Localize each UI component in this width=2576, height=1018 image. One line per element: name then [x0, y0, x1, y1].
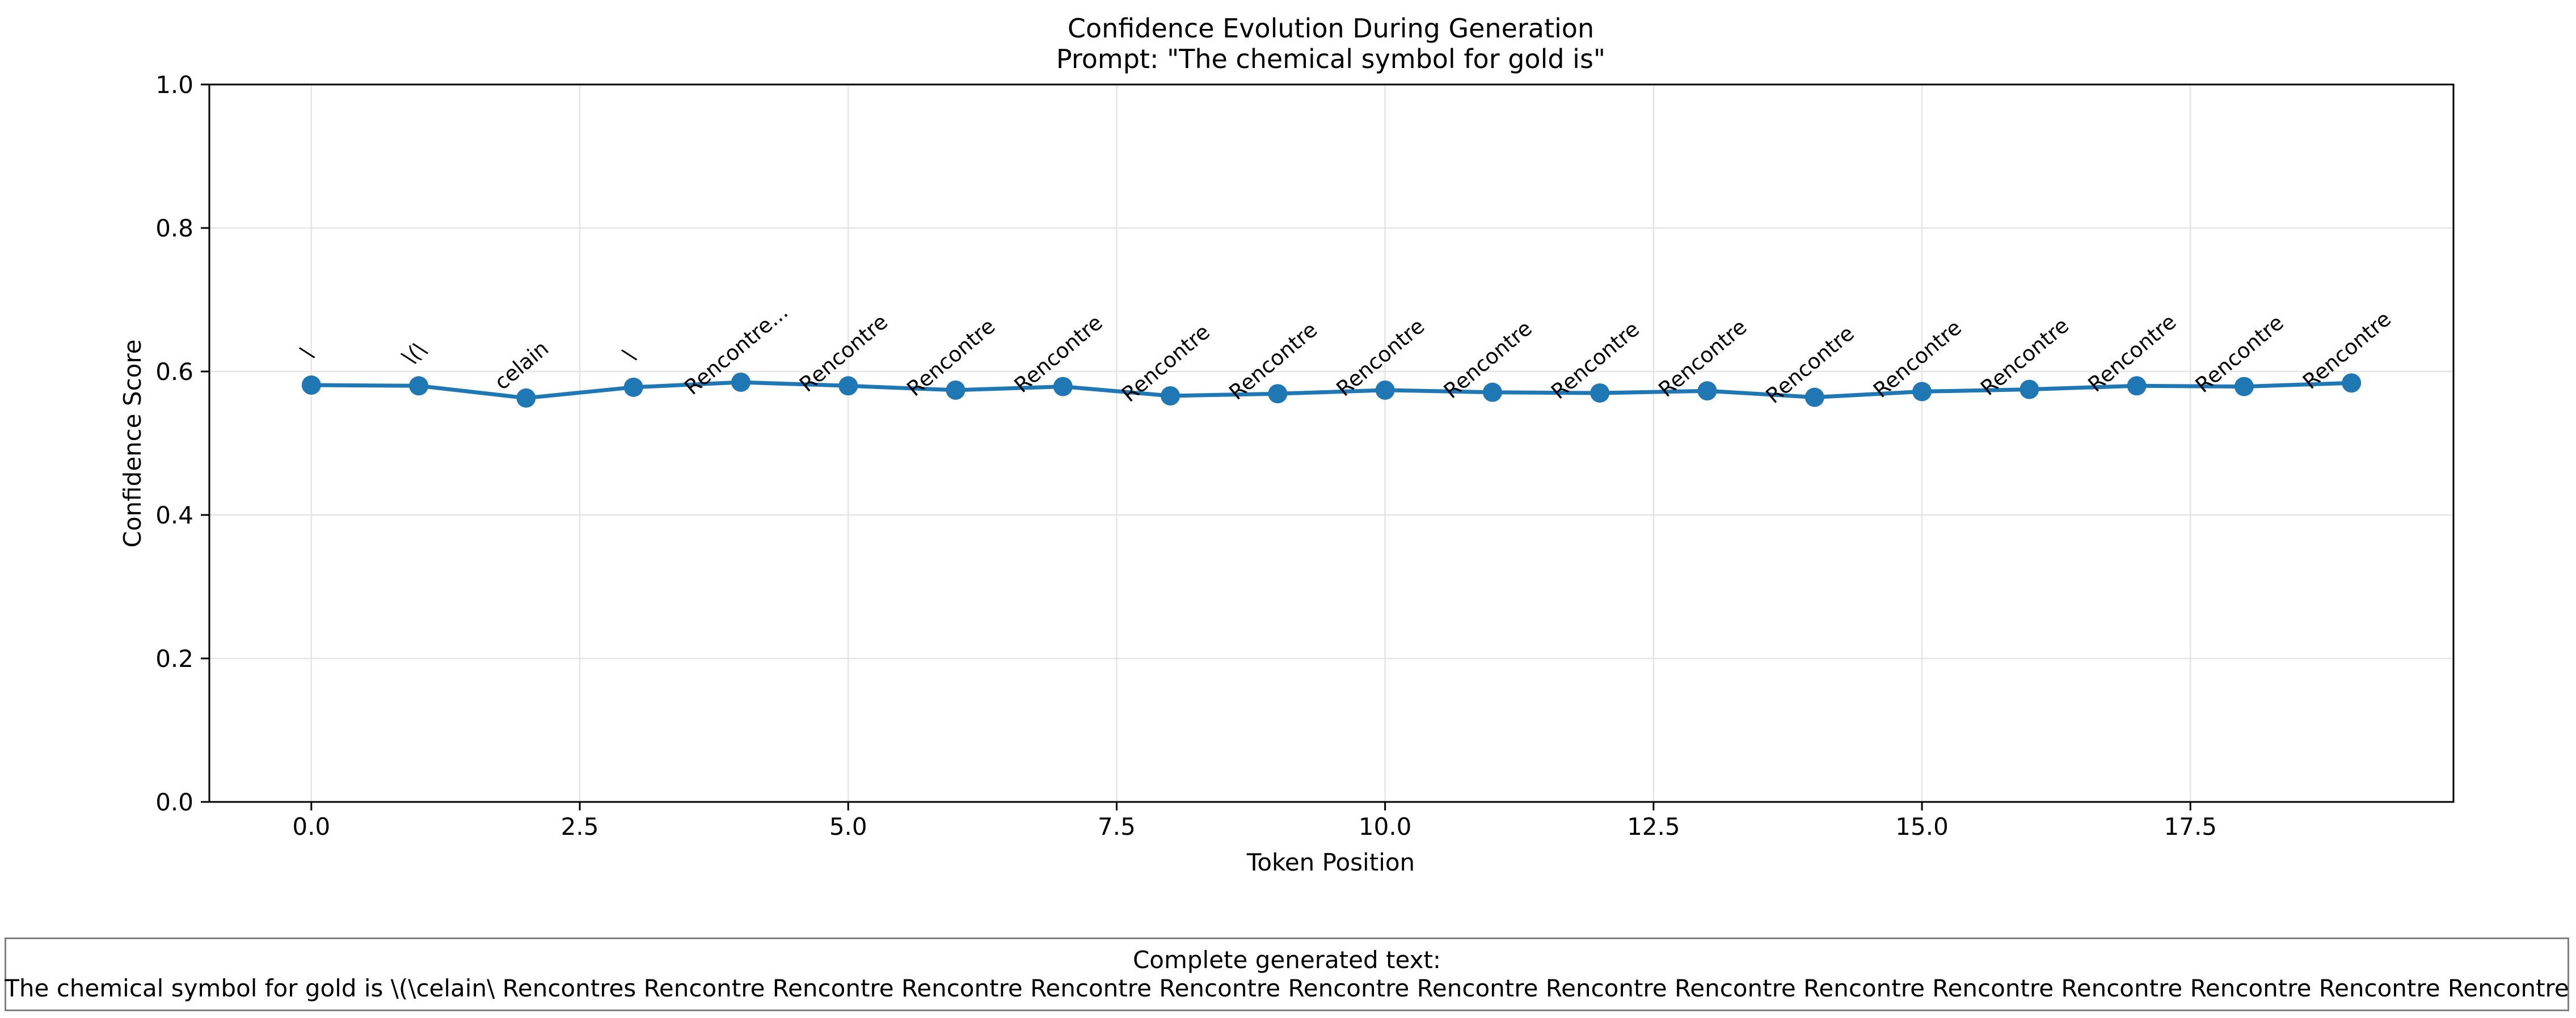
generated-text: The chemical symbol for gold is \(\celai…	[5, 974, 2569, 1002]
token-label: celain	[490, 336, 553, 395]
data-point	[1912, 382, 1932, 402]
data-point	[623, 377, 643, 397]
x-tick-label: 0.0	[292, 813, 330, 840]
y-tick-label: 0.4	[155, 501, 193, 529]
confidence-series	[301, 372, 2362, 408]
generated-text-box: Complete generated text: The chemical sy…	[5, 937, 2569, 1011]
data-point	[2020, 379, 2039, 399]
y-axis-label: Confidence Score	[119, 339, 146, 547]
data-point	[2127, 376, 2147, 396]
generated-text-heading: Complete generated text:	[1132, 946, 1441, 974]
y-tick-label: 1.0	[155, 71, 193, 99]
y-tick-label: 0.2	[155, 645, 193, 673]
data-point	[1268, 384, 1288, 404]
x-tick-label: 10.0	[1359, 813, 1412, 840]
data-point	[1482, 382, 1502, 402]
x-tick-label: 5.0	[829, 813, 867, 840]
grid-lines	[209, 83, 2453, 803]
data-point	[2342, 373, 2362, 393]
y-tick-label: 0.8	[155, 214, 193, 242]
token-label: \	[296, 341, 318, 364]
data-point	[731, 372, 751, 392]
data-point	[516, 388, 536, 408]
confidence-line-chart: Confidence Evolution During Generation P…	[119, 13, 2455, 876]
data-point	[301, 375, 321, 395]
x-tick-label: 7.5	[1098, 813, 1136, 840]
x-axis-label: Token Position	[1246, 848, 1415, 876]
data-point	[1375, 380, 1395, 400]
data-point	[1053, 377, 1073, 396]
plot-frame	[208, 83, 2455, 803]
data-point	[1161, 386, 1181, 406]
x-tick-label: 2.5	[561, 813, 599, 840]
x-tick-label: 15.0	[1895, 813, 1949, 840]
x-tick-label: 17.5	[2164, 813, 2217, 840]
token-label: \(\	[398, 336, 431, 370]
data-point	[1590, 383, 1610, 403]
y-tick-label: 0.0	[155, 788, 193, 816]
data-point	[838, 376, 858, 396]
token-label: \	[618, 343, 640, 366]
chart-title: Confidence Evolution During Generation	[1068, 13, 1594, 44]
series-line	[309, 380, 2354, 400]
chart-subtitle: Prompt: "The chemical symbol for gold is…	[1056, 44, 1605, 74]
axes: 0.0 2.5 5.0 7.5 10.0 12.5 15.0 17.5 0.0 0.2 0.4 0.6…	[155, 71, 2455, 840]
data-point	[409, 376, 429, 396]
data-point	[1805, 387, 1824, 407]
y-tick-label: 0.6	[155, 358, 193, 386]
data-point	[946, 380, 966, 400]
data-point	[2234, 377, 2254, 396]
x-tick-label: 12.5	[1627, 813, 1680, 840]
token-annotations: \ \(\ celain \ Rencontre... Rencontre Rencontr…	[296, 299, 2396, 408]
data-point	[1697, 381, 1717, 401]
